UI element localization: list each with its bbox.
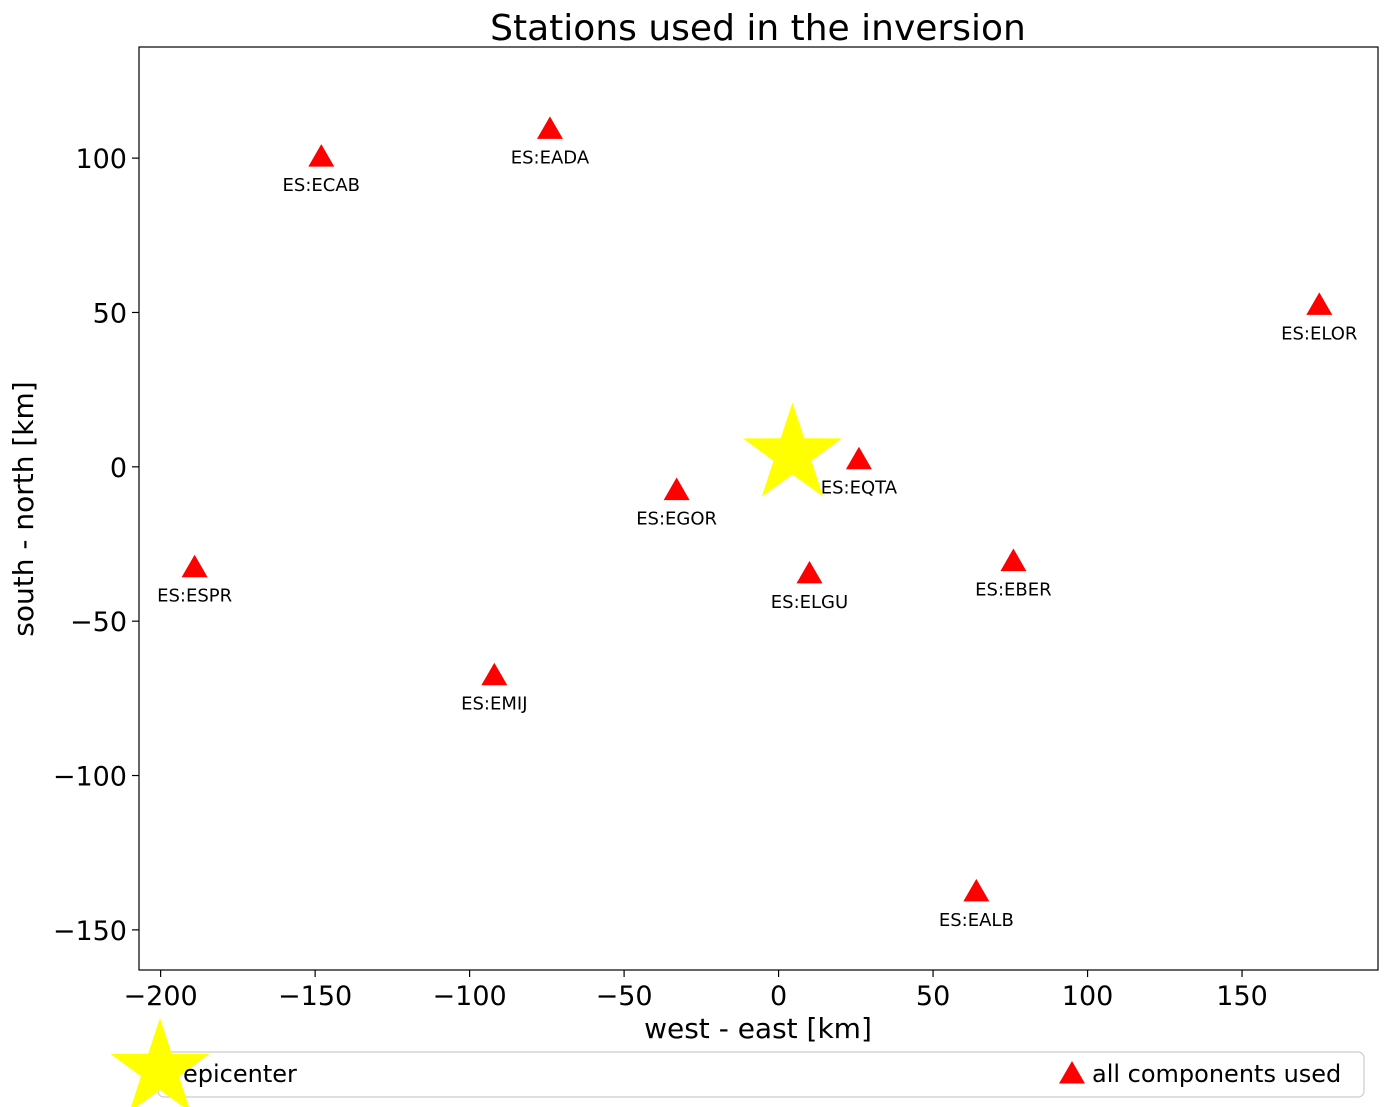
station-label: ES:EQTA — [821, 478, 898, 499]
station-marker — [663, 477, 690, 501]
y-tick-label: 50 — [93, 298, 127, 329]
station-label: ES:EMIJ — [461, 694, 527, 715]
station-marker — [481, 662, 508, 686]
station-marker — [963, 878, 990, 902]
station-label: ES:EGOR — [636, 509, 717, 530]
x-tick-label: −50 — [596, 981, 653, 1012]
y-tick-label: −50 — [70, 607, 127, 638]
x-tick-label: −150 — [278, 981, 352, 1012]
station-label: ES:EALB — [939, 910, 1014, 931]
epicenter-markers — [743, 402, 842, 497]
station-label: ES:EADA — [511, 147, 590, 168]
station-marker — [308, 144, 335, 167]
y-axis-ticks: 100 50 0 −50 −100 −150 — [53, 144, 139, 947]
station-label: ES:ELGU — [771, 592, 848, 613]
y-tick-label: −150 — [53, 916, 127, 947]
station-marker — [181, 554, 208, 578]
legend-station-marker — [1059, 1061, 1085, 1084]
y-axis-label: south - north [km] — [7, 381, 40, 636]
legend-star-shape — [110, 1018, 210, 1107]
station-marker — [1000, 548, 1027, 572]
y-tick-label: −100 — [53, 762, 127, 793]
station-label: ES:EBER — [975, 580, 1051, 601]
station-marker — [536, 116, 563, 139]
station-marker — [1306, 292, 1333, 315]
legend: epicenter all components used — [110, 1018, 1365, 1107]
y-tick-label: 100 — [75, 144, 127, 175]
x-tick-label: 100 — [1062, 981, 1114, 1012]
x-tick-label: 50 — [916, 981, 950, 1012]
plot-frame — [138, 46, 1379, 971]
station-marker — [845, 446, 872, 470]
x-axis-ticks: −200 −150 −100 −50 0 50 100 150 — [124, 970, 1268, 1012]
legend-station-label: all components used — [1092, 1060, 1341, 1088]
station-marker — [796, 560, 823, 584]
station-label: ES:ESPR — [157, 586, 232, 607]
x-axis-label: west - east [km] — [644, 1012, 872, 1045]
epicenter-marker — [743, 402, 842, 497]
y-tick-label: 0 — [110, 453, 127, 484]
station-markers: ES:ECAB ES:EADA ES:ELOR ES:EQTA ES:EGOR ES:ES… — [157, 116, 1357, 931]
legend-epicenter-label: epicenter — [183, 1060, 297, 1088]
legend-epicenter-marker — [110, 1018, 210, 1107]
legend-triangle-shape — [1059, 1061, 1085, 1084]
station-label: ES:ECAB — [283, 175, 360, 196]
chart-title: Stations used in the inversion — [490, 8, 1026, 49]
station-label: ES:ELOR — [1281, 323, 1357, 344]
x-tick-label: 0 — [770, 981, 787, 1012]
x-tick-label: −200 — [124, 981, 198, 1012]
x-tick-label: −100 — [433, 981, 507, 1012]
x-tick-label: 150 — [1216, 981, 1268, 1012]
